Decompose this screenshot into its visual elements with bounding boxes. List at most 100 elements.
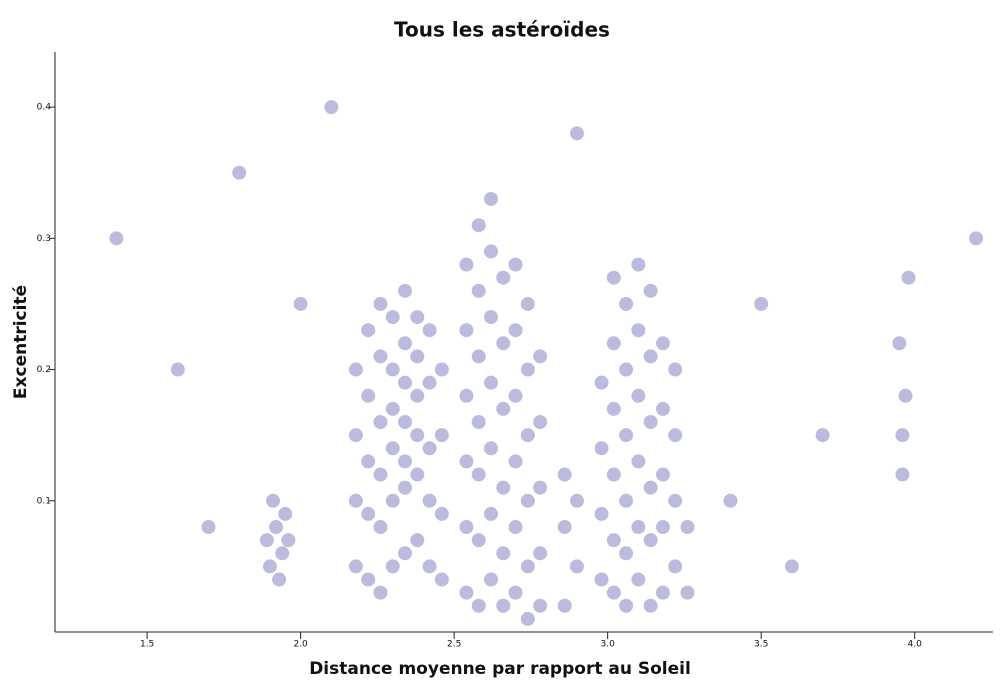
point: [557, 467, 572, 482]
point: [483, 191, 498, 206]
point: [508, 257, 523, 272]
point: [385, 362, 400, 377]
point: [398, 480, 413, 495]
point: [668, 362, 683, 377]
point: [680, 585, 695, 600]
point: [508, 454, 523, 469]
point: [385, 310, 400, 325]
point: [170, 362, 185, 377]
point: [398, 546, 413, 561]
point: [643, 480, 658, 495]
chart-title: Tous les astéroïdes: [394, 18, 610, 42]
point: [631, 520, 646, 535]
point: [398, 415, 413, 430]
point: [373, 415, 388, 430]
point: [471, 349, 486, 364]
point: [892, 336, 907, 351]
point: [275, 546, 290, 561]
point: [109, 231, 124, 246]
point: [898, 388, 913, 403]
point: [606, 533, 621, 548]
point: [496, 480, 511, 495]
point: [619, 296, 634, 311]
point: [606, 270, 621, 285]
point: [643, 598, 658, 613]
y-tick-label: 0.1: [37, 496, 51, 506]
point: [373, 585, 388, 600]
point: [471, 533, 486, 548]
point: [594, 572, 609, 587]
point: [496, 598, 511, 613]
point: [723, 493, 738, 508]
x-tick-label: 4.0: [908, 640, 923, 650]
point: [262, 559, 277, 574]
point: [631, 323, 646, 338]
point: [471, 467, 486, 482]
point: [348, 493, 363, 508]
x-axis-title: Distance moyenne par rapport au Soleil: [309, 659, 691, 679]
point: [265, 493, 280, 508]
point: [471, 283, 486, 298]
point: [373, 467, 388, 482]
x-tick-label: 2.5: [447, 640, 461, 650]
point: [471, 218, 486, 233]
point: [508, 323, 523, 338]
point: [259, 533, 274, 548]
point: [496, 270, 511, 285]
point: [594, 506, 609, 521]
point: [385, 441, 400, 456]
point: [631, 257, 646, 272]
point: [422, 493, 437, 508]
x-tick-label: 3.0: [601, 640, 616, 650]
point: [557, 598, 572, 613]
point: [655, 467, 670, 482]
x-tick-label: 3.5: [754, 640, 768, 650]
point: [410, 349, 425, 364]
point: [520, 428, 535, 443]
point: [398, 375, 413, 390]
point: [422, 559, 437, 574]
x-tick-label: 2.0: [293, 640, 308, 650]
point: [569, 126, 584, 141]
point: [895, 428, 910, 443]
point: [324, 100, 339, 115]
point: [483, 441, 498, 456]
point: [569, 559, 584, 574]
point: [483, 375, 498, 390]
point: [348, 362, 363, 377]
point: [496, 336, 511, 351]
point: [201, 520, 216, 535]
point: [398, 454, 413, 469]
point: [668, 493, 683, 508]
point: [680, 520, 695, 535]
point: [606, 585, 621, 600]
point: [434, 506, 449, 521]
point: [631, 388, 646, 403]
point: [459, 323, 474, 338]
point: [398, 283, 413, 298]
point: [422, 441, 437, 456]
point: [815, 428, 830, 443]
point: [520, 493, 535, 508]
point: [385, 401, 400, 416]
point: [631, 454, 646, 469]
point: [373, 520, 388, 535]
point: [434, 362, 449, 377]
point: [434, 428, 449, 443]
point: [293, 296, 308, 311]
point: [594, 441, 609, 456]
point: [269, 520, 284, 535]
point: [619, 598, 634, 613]
point: [398, 336, 413, 351]
point: [471, 598, 486, 613]
point: [606, 401, 621, 416]
point: [410, 467, 425, 482]
y-axis-title: Excentricité: [11, 285, 31, 399]
point: [508, 520, 523, 535]
point: [459, 388, 474, 403]
point: [410, 428, 425, 443]
point: [533, 546, 548, 561]
point: [278, 506, 293, 521]
